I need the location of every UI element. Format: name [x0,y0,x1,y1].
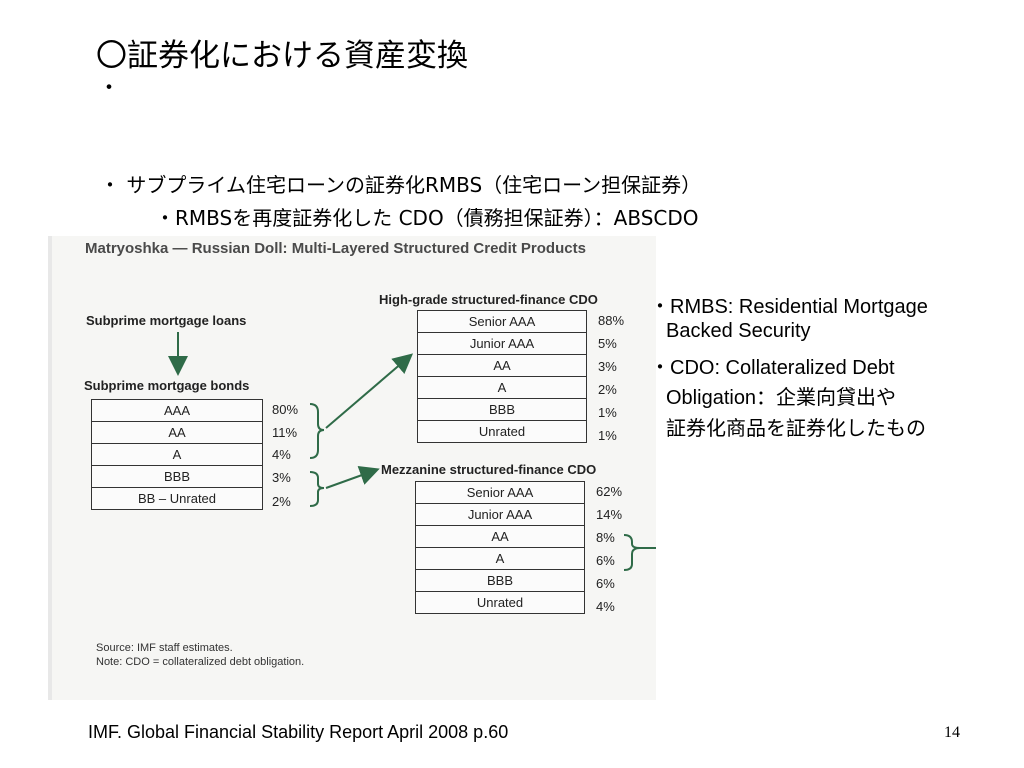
bond-pct: 80% [272,402,299,417]
table-row: Senior AAA [417,310,587,333]
note-rmbs-1: ・RMBS: Residential Mortgage [650,296,928,318]
mz-pct: 6% [596,553,615,568]
hg-pct: 1% [598,405,617,420]
mz-cdo-label: Mezzanine structured-finance CDO [381,462,597,477]
arrow-to-hg-icon [325,353,414,429]
table-row: AAA [91,399,263,422]
table-row: A [91,443,263,466]
table-row: Junior AAA [415,503,585,526]
figure-note: Note: CDO = collateralized debt obligati… [96,656,305,668]
note-rmbs-2: Backed Security [666,320,811,342]
loans-label: Subprime mortgage loans [86,313,247,328]
table-row: BB – Unrated [91,487,263,510]
hg-pct: 2% [598,382,617,397]
bullet-cdo: ・RMBSを再度証券化した CDO（債務担保証券）：ABSCDO [155,206,699,230]
table-row: BBB [415,569,585,592]
arrow-to-mz-icon [325,466,380,489]
figure-source: Source: IMF staff estimates. [96,642,233,654]
note-cdo-1: ・CDO: Collateralized Debt [650,357,895,379]
hg-pct: 88% [598,313,625,328]
note-cdo-3: 証券化商品を証券化したもの [666,418,926,440]
hg-pct: 5% [598,336,617,351]
table-row: Junior AAA [417,332,587,355]
mz-pct: 62% [596,484,623,499]
mz-pct: 4% [596,599,615,614]
bond-pct: 11% [272,425,298,440]
bond-pct: 2% [272,494,291,509]
page-number: 14 [944,724,960,741]
mz-pct: 8% [596,530,615,545]
bond-pct: 3% [272,470,291,485]
slide-title: 〇証券化における資産変換 [96,38,468,74]
table-row: AA [415,525,585,548]
table-row: Unrated [417,420,587,443]
bond-pct: 4% [272,447,291,462]
table-row: Unrated [415,591,585,614]
brace-icon [309,471,325,507]
table-row: Senior AAA [415,481,585,504]
figure-title: Matryoshka — Russian Doll: Multi-Layered… [85,240,586,257]
table-row: AA [91,421,263,444]
mz-pct: 14% [596,507,623,522]
empty-bullet: ・ [98,76,121,101]
bonds-table: AAA AA A BBB BB – Unrated [91,399,263,510]
table-row: BBB [91,465,263,488]
mz-pct: 6% [596,576,615,591]
table-row: AA [417,354,587,377]
mz-cdo-table: Senior AAA Junior AAA AA A BBB Unrated [415,481,585,614]
table-row: A [417,376,587,399]
hg-cdo-label: High-grade structured-finance CDO [379,292,598,307]
hg-pct: 1% [598,428,617,443]
bullet-rmbs: ・ サブプライム住宅ローンの証券化RMBS（住宅ローン担保証券） [100,173,702,197]
hg-cdo-table: Senior AAA Junior AAA AA A BBB Unrated [417,310,587,443]
note-cdo-2: Obligation：企業向貸出や [666,387,897,409]
scan-edge [48,236,54,700]
bonds-label: Subprime mortgage bonds [84,378,250,393]
brace-icon [309,403,325,459]
footer-citation: IMF. Global Financial Stability Report A… [88,722,509,742]
hg-pct: 3% [598,359,617,374]
brace-icon [623,534,656,571]
